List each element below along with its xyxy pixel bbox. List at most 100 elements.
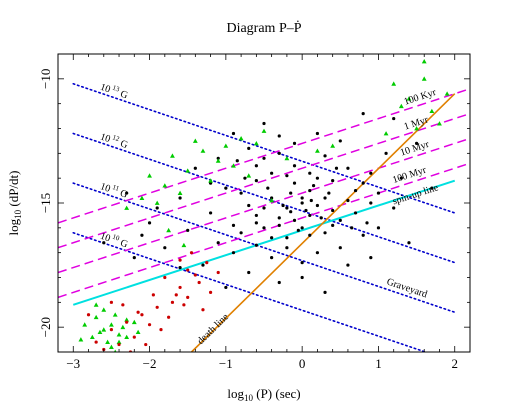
data-point-black [247, 203, 251, 208]
data-point-black [239, 231, 243, 235]
data-point-black [311, 184, 316, 188]
data-point-black [315, 203, 320, 208]
data-point-black [231, 131, 236, 136]
data-point-red [193, 273, 197, 277]
data-point-green [109, 322, 114, 327]
data-point-black [193, 166, 197, 170]
data-point-red [167, 315, 171, 319]
field-line [72, 182, 456, 314]
data-point-black [254, 243, 258, 247]
data-point-red [136, 310, 140, 314]
data-point-black [323, 290, 327, 294]
data-point-black [292, 181, 297, 185]
data-point-black [216, 156, 220, 160]
spin-up-line [72, 179, 456, 306]
data-point-red [174, 293, 178, 297]
data-point-green [330, 143, 336, 148]
data-point-black [331, 179, 335, 183]
data-point-black [300, 275, 304, 280]
data-point-green [139, 195, 145, 200]
data-point-green [208, 178, 213, 183]
data-point-green [231, 163, 236, 168]
data-point-red [186, 295, 190, 299]
y-tick-label: −10 [38, 69, 53, 89]
data-point-green [116, 332, 122, 337]
data-point-black [254, 164, 258, 168]
data-point-red [155, 305, 159, 309]
data-point-black [292, 164, 297, 168]
data-point-green [131, 319, 137, 325]
data-point-green [109, 344, 114, 349]
field-line [72, 232, 428, 352]
field-line-label: 10 10 G [99, 229, 130, 250]
data-point-black [327, 191, 331, 195]
data-point-black [350, 226, 354, 230]
data-point-green [398, 103, 404, 109]
data-point-black [147, 221, 152, 225]
data-point-black [361, 112, 365, 116]
data-point-black [392, 116, 396, 121]
data-point-black [285, 246, 289, 250]
data-point-black [140, 233, 144, 237]
data-point-red [208, 290, 213, 294]
data-point-black [262, 206, 266, 210]
data-point-black [334, 166, 339, 170]
data-point-green [253, 141, 259, 146]
data-point-green [181, 242, 187, 248]
data-point-black [277, 134, 281, 138]
data-point-black [308, 233, 312, 237]
data-point-red [163, 275, 167, 280]
data-point-black [231, 251, 236, 255]
data-point-black [254, 213, 258, 218]
data-point-black [216, 241, 220, 245]
data-point-black [338, 218, 342, 222]
data-point-red [201, 308, 205, 312]
data-point-green [101, 327, 107, 332]
chart-title: Diagram P–Ṗ [226, 20, 301, 36]
field-line-label: 10 11 G [99, 179, 130, 200]
age-line [58, 112, 470, 249]
data-point-black [201, 263, 205, 267]
y-tick-label: −20 [38, 317, 53, 337]
data-point-black [399, 176, 403, 180]
data-point-red [186, 268, 190, 272]
data-point-black [262, 121, 266, 126]
data-point-black [296, 228, 300, 232]
data-point-green [315, 148, 320, 153]
data-point-black [323, 196, 327, 200]
data-point-black [300, 196, 304, 200]
data-point-black [178, 196, 182, 200]
field-line [72, 132, 456, 264]
data-point-green [406, 96, 412, 101]
data-point-green [166, 227, 172, 233]
data-point-green [105, 339, 110, 344]
x-tick-label: 1 [375, 356, 382, 371]
data-point-green [261, 128, 267, 133]
data-point-black [315, 131, 320, 136]
data-point-green [429, 108, 435, 114]
data-point-black [300, 201, 304, 205]
data-point-green [414, 126, 419, 131]
field-line-label: 10 12 G [99, 130, 130, 151]
data-point-green [162, 183, 168, 188]
data-point-green [284, 155, 290, 161]
data-point-green [82, 322, 88, 327]
data-point-black [365, 221, 369, 225]
data-point-black [300, 226, 304, 230]
data-point-green [112, 312, 118, 317]
data-point-red [197, 280, 201, 285]
data-point-black [186, 228, 190, 232]
data-point-black [331, 208, 335, 213]
data-point-black [361, 233, 365, 237]
data-point-black [224, 285, 228, 290]
data-point-green [124, 334, 130, 340]
data-point-black [247, 146, 251, 150]
data-point-black [308, 171, 312, 175]
data-point-black [262, 226, 266, 230]
data-point-black [262, 156, 266, 160]
data-point-green [124, 317, 130, 322]
data-point-green [101, 307, 107, 312]
data-point-green [120, 324, 126, 330]
data-point-black [361, 181, 365, 185]
